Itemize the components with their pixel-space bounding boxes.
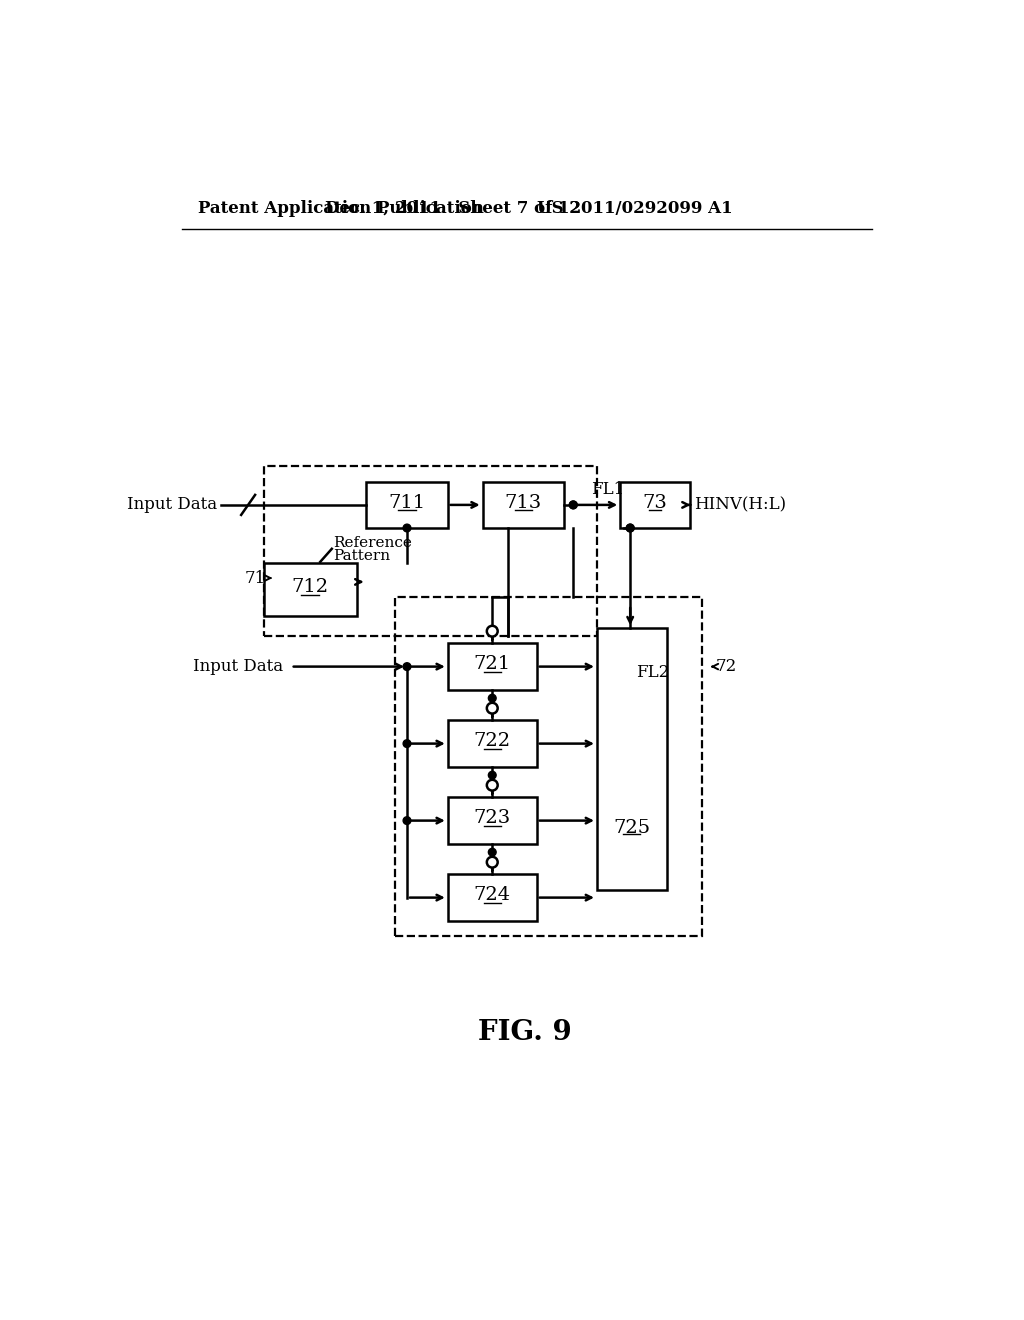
Circle shape — [403, 817, 411, 825]
Bar — [395, 597, 701, 936]
Text: Pattern: Pattern — [334, 549, 390, 564]
Bar — [263, 564, 356, 615]
Bar — [263, 466, 597, 636]
Circle shape — [488, 849, 496, 857]
Circle shape — [569, 502, 578, 508]
Circle shape — [403, 739, 411, 747]
Text: 713: 713 — [505, 494, 542, 512]
Circle shape — [486, 780, 498, 791]
Text: 73: 73 — [643, 494, 668, 512]
Circle shape — [627, 524, 634, 532]
Bar — [447, 719, 537, 767]
Bar — [447, 643, 537, 690]
Text: US 2011/0292099 A1: US 2011/0292099 A1 — [537, 199, 732, 216]
Text: 721: 721 — [474, 655, 511, 673]
Text: FL2: FL2 — [636, 664, 669, 681]
Text: FL1: FL1 — [592, 480, 625, 498]
Text: 712: 712 — [292, 578, 329, 597]
Bar — [482, 482, 564, 528]
Text: HINV(H:L): HINV(H:L) — [693, 496, 785, 513]
Bar — [597, 628, 667, 890]
Bar — [447, 874, 537, 921]
Circle shape — [403, 524, 411, 532]
Text: 723: 723 — [474, 809, 511, 828]
Text: 725: 725 — [613, 820, 650, 837]
Circle shape — [486, 857, 498, 867]
Text: 71: 71 — [245, 569, 266, 586]
Circle shape — [488, 694, 496, 702]
Circle shape — [486, 626, 498, 636]
Bar — [621, 482, 690, 528]
Circle shape — [486, 702, 498, 714]
Text: 722: 722 — [474, 733, 511, 750]
Bar — [447, 797, 537, 845]
Text: Reference: Reference — [334, 536, 413, 550]
Text: Patent Application Publication: Patent Application Publication — [198, 199, 483, 216]
Text: 724: 724 — [474, 886, 511, 904]
Text: Input Data: Input Data — [193, 659, 283, 675]
Text: 72: 72 — [716, 659, 736, 675]
Text: FIG. 9: FIG. 9 — [478, 1019, 571, 1045]
Circle shape — [488, 771, 496, 779]
Circle shape — [627, 524, 634, 532]
Circle shape — [569, 502, 578, 508]
Circle shape — [403, 663, 411, 671]
Bar — [367, 482, 447, 528]
Text: Dec. 1, 2011   Sheet 7 of 12: Dec. 1, 2011 Sheet 7 of 12 — [326, 199, 582, 216]
Text: 711: 711 — [388, 494, 426, 512]
Text: Input Data: Input Data — [127, 496, 217, 513]
